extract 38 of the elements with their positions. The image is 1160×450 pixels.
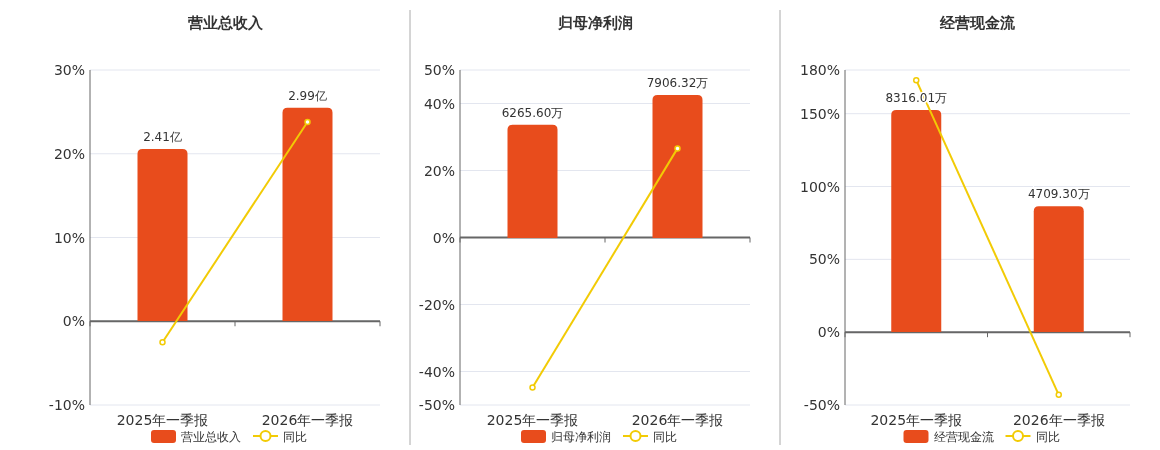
data-label: 2.99亿	[288, 88, 327, 103]
y-tick-label: -40%	[418, 363, 455, 380]
y-tick-label: 0%	[62, 313, 85, 330]
chart-title: 归母净利润	[556, 14, 633, 32]
legend-label: 归母净利润	[551, 429, 611, 444]
legend-label: 经营现金流	[933, 429, 994, 444]
x-tick-label: 2025年一季报	[116, 412, 209, 428]
chart-title: 经营现金流	[939, 14, 1016, 32]
y-tick-label: 0%	[817, 324, 840, 341]
legend-label: 同比	[1035, 429, 1060, 444]
data-label: 7906.32万	[646, 76, 709, 91]
chart-title: 营业总收入	[186, 14, 264, 32]
y-tick-label: 180%	[799, 62, 840, 78]
x-tick-label: 2026年一季报	[1012, 412, 1105, 428]
x-tick-label: 2025年一季报	[486, 412, 579, 428]
y-tick-label: -50%	[418, 397, 455, 413]
y-tick-label: -50%	[803, 397, 840, 413]
x-tick-label: 2025年一季报	[870, 412, 963, 428]
legend-label: 同比	[283, 429, 307, 444]
y-tick-label: 10%	[53, 229, 85, 246]
data-label: 2.41亿	[143, 130, 182, 145]
y-tick-label: 40%	[423, 95, 455, 112]
y-tick-label: -10%	[48, 397, 85, 413]
x-tick-label: 2026年一季报	[261, 412, 354, 428]
y-tick-label: 100%	[799, 178, 840, 195]
y-tick-label: 50%	[423, 62, 455, 78]
y-tick-label: 0%	[432, 229, 455, 246]
y-tick-label: 30%	[53, 62, 85, 78]
legend-label: 同比	[653, 429, 677, 444]
y-tick-label: 150%	[799, 105, 840, 122]
data-label: 4709.30万	[1027, 187, 1090, 202]
legend-label: 营业总收入	[181, 429, 241, 444]
y-tick-label: -20%	[418, 296, 455, 313]
y-tick-label: 20%	[53, 145, 85, 162]
x-tick-label: 2026年一季报	[631, 412, 724, 428]
data-label: 6265.60万	[501, 105, 564, 120]
y-tick-label: 20%	[423, 162, 455, 179]
y-tick-label: 50%	[808, 251, 840, 268]
